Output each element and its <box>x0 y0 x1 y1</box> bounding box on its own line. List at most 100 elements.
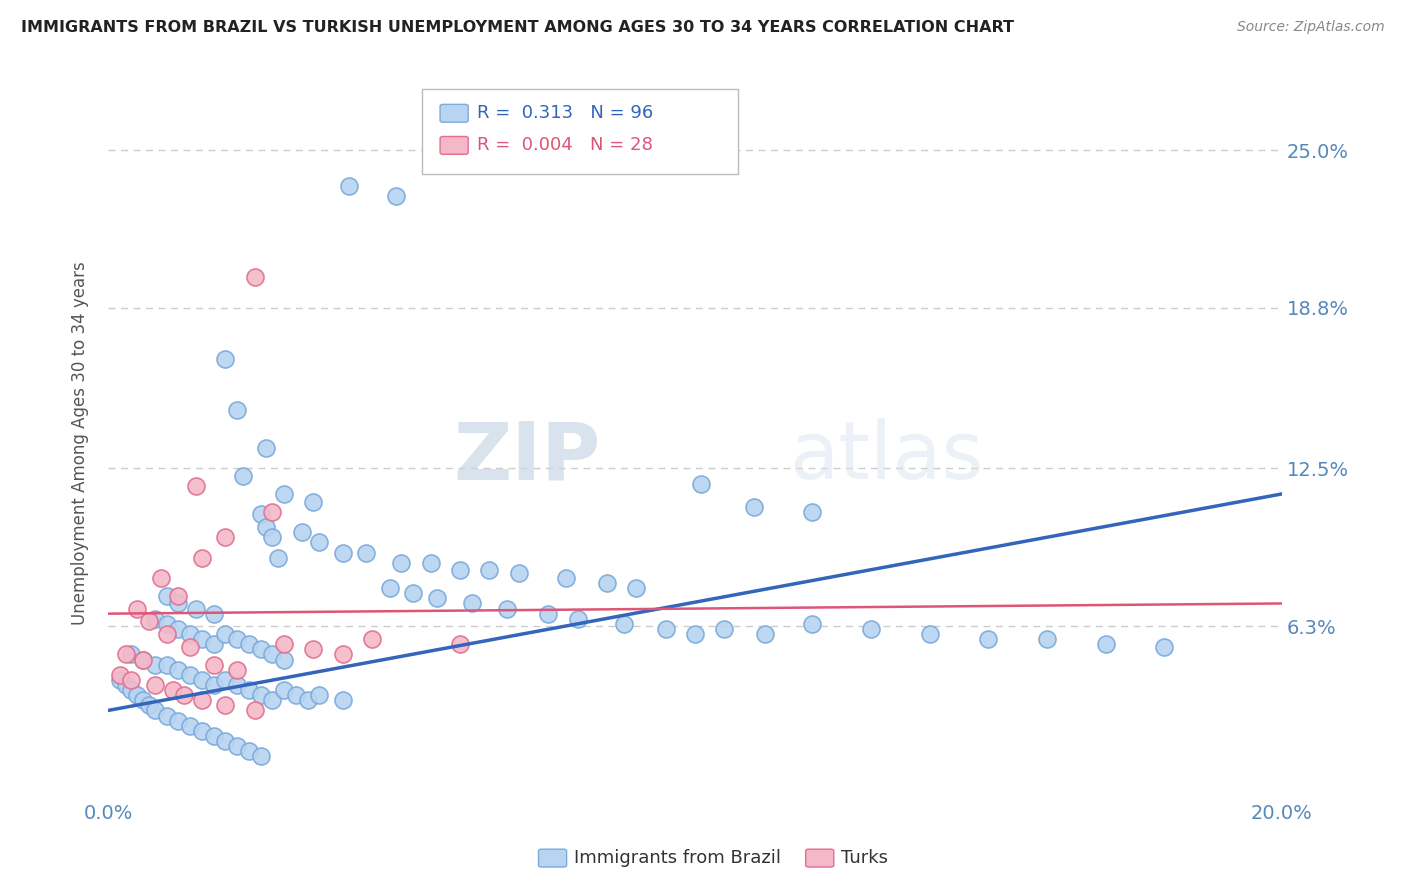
Point <box>683 627 706 641</box>
Point <box>613 616 636 631</box>
Point <box>554 571 576 585</box>
Point <box>273 487 295 501</box>
Point <box>249 749 271 764</box>
Text: Turks: Turks <box>841 849 887 867</box>
Point <box>754 627 776 641</box>
Point <box>156 616 179 631</box>
Point <box>496 601 519 615</box>
Point <box>202 637 225 651</box>
Point <box>202 657 225 672</box>
Point <box>302 494 325 508</box>
Point <box>977 632 1000 647</box>
Point <box>256 520 278 534</box>
Point <box>238 744 260 758</box>
Point <box>226 632 249 647</box>
Point <box>167 622 190 636</box>
Point <box>202 729 225 743</box>
Point <box>143 703 166 717</box>
Point <box>167 714 190 728</box>
Point <box>232 469 254 483</box>
Point <box>143 612 166 626</box>
Point <box>191 632 214 647</box>
Point <box>291 525 314 540</box>
Point <box>859 622 882 636</box>
Point <box>297 693 319 707</box>
Point <box>262 505 284 519</box>
Point <box>214 530 236 544</box>
Point <box>918 627 941 641</box>
Point <box>149 571 172 585</box>
Point <box>461 597 484 611</box>
Point <box>114 648 136 662</box>
Point <box>713 622 735 636</box>
Point <box>1036 632 1059 647</box>
Point <box>419 556 441 570</box>
Point <box>121 673 143 687</box>
Point <box>249 508 271 522</box>
Point <box>173 688 195 702</box>
Point <box>179 627 201 641</box>
Point <box>302 642 325 657</box>
Point <box>384 189 406 203</box>
Text: ZIP: ZIP <box>454 418 600 496</box>
Point <box>162 683 184 698</box>
Point <box>202 678 225 692</box>
Point <box>156 708 179 723</box>
Point <box>191 723 214 738</box>
Point <box>273 652 295 666</box>
Point <box>143 657 166 672</box>
Point <box>243 703 266 717</box>
Point <box>256 441 278 455</box>
Point <box>332 693 354 707</box>
Point <box>249 688 271 702</box>
Point <box>332 545 354 559</box>
Point <box>238 637 260 651</box>
Point <box>426 591 449 606</box>
Point <box>226 678 249 692</box>
Point <box>262 648 284 662</box>
Point <box>478 563 501 577</box>
Point <box>191 693 214 707</box>
Point <box>202 607 225 621</box>
Point <box>284 688 307 702</box>
Point <box>179 719 201 733</box>
Point <box>267 550 290 565</box>
Point <box>243 270 266 285</box>
Point <box>262 693 284 707</box>
Point <box>391 556 413 570</box>
Point <box>449 637 471 651</box>
Point <box>167 589 190 603</box>
Point <box>378 581 401 595</box>
Point <box>689 476 711 491</box>
Point <box>537 607 560 621</box>
Point <box>337 178 360 193</box>
Point <box>226 663 249 677</box>
Point <box>127 688 149 702</box>
Point <box>654 622 676 636</box>
Point <box>249 642 271 657</box>
Point <box>354 545 377 559</box>
Point <box>308 688 330 702</box>
Point <box>273 637 295 651</box>
Point <box>121 683 143 698</box>
Point <box>361 632 384 647</box>
Text: R =  0.004   N = 28: R = 0.004 N = 28 <box>477 136 652 154</box>
Point <box>138 615 160 629</box>
Point <box>214 627 236 641</box>
Point <box>114 678 136 692</box>
Point <box>508 566 530 580</box>
Point <box>226 739 249 753</box>
Point <box>108 668 131 682</box>
Text: R =  0.313   N = 96: R = 0.313 N = 96 <box>477 104 652 122</box>
Point <box>262 530 284 544</box>
Point <box>238 683 260 698</box>
Point <box>156 657 179 672</box>
Point <box>179 640 201 654</box>
Point <box>596 576 619 591</box>
Point <box>1153 640 1175 654</box>
Point <box>1094 637 1116 651</box>
Text: Source: ZipAtlas.com: Source: ZipAtlas.com <box>1237 20 1385 34</box>
Point <box>191 550 214 565</box>
Point <box>332 648 354 662</box>
Point <box>308 535 330 549</box>
